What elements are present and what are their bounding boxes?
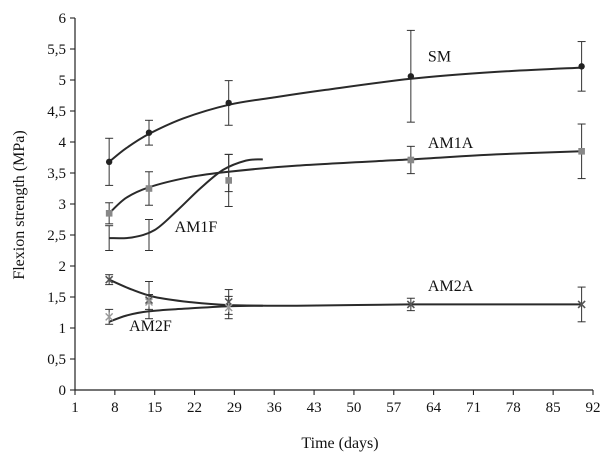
x-tick-label: 71	[466, 400, 481, 416]
curve-am1a	[108, 150, 582, 215]
x-tick-label: 43	[307, 400, 322, 416]
data-markers	[105, 63, 586, 322]
curve-am2a	[108, 278, 582, 307]
x-axis-title: Time (days)	[301, 435, 378, 452]
data-point-am1a	[105, 210, 113, 217]
x-tick-label: 78	[506, 400, 521, 416]
data-point-am2a	[577, 300, 586, 309]
data-point-sm	[225, 99, 232, 107]
x-tick-label: 29	[227, 400, 242, 416]
y-tick-label: 0	[59, 383, 67, 399]
y-tick-label: 3	[59, 197, 67, 213]
y-axis-title: Flexion strength (MPa)	[11, 130, 28, 279]
data-point-sm	[105, 158, 113, 166]
x-tick-label: 36	[267, 400, 283, 416]
x-tick-label: 8	[111, 400, 119, 416]
data-point-am2a	[105, 275, 114, 284]
curve-am2f	[108, 304, 263, 323]
y-tick-label: 4	[59, 135, 67, 151]
series-label-sm: SM	[428, 48, 451, 65]
x-tick-label: 85	[546, 400, 561, 416]
y-tick-label: 5,5	[47, 42, 66, 58]
series-label-am1f: AM1F	[175, 219, 218, 236]
series-label-am2f: AM2F	[129, 318, 172, 335]
x-tick-label: 22	[187, 400, 202, 416]
data-point-sm	[407, 73, 415, 80]
x-tick-label: 15	[147, 400, 162, 416]
y-tick-label: 4,5	[47, 104, 66, 120]
curve-sm	[108, 66, 582, 163]
data-point-am2f	[145, 297, 153, 307]
series-curves	[108, 66, 582, 323]
y-tick-label: 2,5	[47, 228, 66, 244]
y-tick-label: 5	[59, 73, 67, 89]
axes: 0 0,5 1 1,5 2 2,5 3 3,5 4 4,5 5 5,5 6 1 8 15 22 29 36 43 50 5…	[47, 11, 600, 416]
series-label-am1a: AM1A	[428, 135, 474, 152]
data-point-am1a	[407, 156, 415, 164]
y-tick-label: 0,5	[47, 352, 66, 368]
y-tick-label: 1	[59, 321, 67, 337]
data-point-am1a	[578, 148, 585, 155]
data-point-am2f	[105, 312, 114, 322]
data-point-am2a	[406, 300, 415, 309]
curve-am1f	[109, 158, 263, 240]
y-tick-label: 6	[59, 11, 67, 27]
y-tick-label: 3,5	[47, 166, 66, 182]
series-labels: SM AM1A AM1F AM2A AM2F	[129, 48, 474, 335]
data-point-am1a	[225, 177, 232, 184]
y-tick-label: 1,5	[47, 290, 66, 306]
error-bars	[105, 29, 586, 325]
x-tick-label: 1	[71, 400, 79, 416]
x-tick-label: 57	[386, 400, 402, 416]
y-tick-label: 2	[59, 259, 67, 275]
x-tick-label: 64	[426, 400, 442, 416]
x-tick-label: 92	[586, 400, 601, 416]
data-point-am1a	[145, 185, 153, 192]
series-label-am2a: AM2A	[428, 278, 474, 295]
data-point-am2f	[224, 303, 233, 313]
data-point-sm	[578, 63, 585, 70]
x-tick-label: 50	[346, 400, 361, 416]
data-point-sm	[145, 129, 153, 136]
